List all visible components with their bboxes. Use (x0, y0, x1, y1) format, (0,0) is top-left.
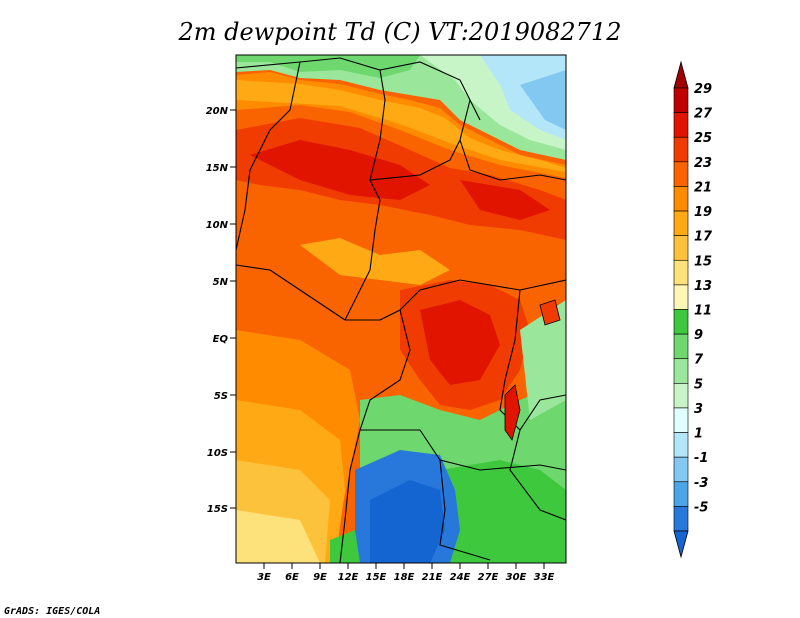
colorbar-label: 3 (694, 402, 703, 417)
colorbar-top-arrow (673, 60, 689, 89)
colorbar-swatch (673, 136, 689, 163)
lat-label: 10N (206, 220, 229, 231)
lon-label: 15E (366, 572, 387, 583)
lat-label: 15N (206, 163, 229, 174)
lat-label: 15S (207, 504, 228, 515)
colorbar-label: 29 (694, 82, 712, 97)
lat-label: 5N (213, 277, 229, 288)
map-title: 2m dewpoint Td (C) VT:2019082712 (178, 18, 622, 46)
lat-label: 5S (214, 391, 228, 402)
colorbar-swatch (673, 383, 689, 409)
dewpoint-field (236, 55, 566, 563)
colorbar-bottom-arrow (673, 530, 689, 559)
lon-label: 27E (478, 572, 499, 583)
latitude-axis (230, 109, 236, 509)
lon-label: 30E (506, 572, 527, 583)
lat-label: 10S (207, 448, 228, 459)
colorbar-swatch (673, 432, 689, 458)
colorbar-label: 7 (694, 353, 704, 368)
colorbar-label: -3 (694, 476, 708, 491)
lon-label: 24E (450, 572, 471, 583)
colorbar-swatch (673, 481, 689, 507)
lon-label: 6E (285, 572, 299, 583)
lon-label: 9E (313, 572, 327, 583)
colorbar-label: 13 (694, 279, 712, 294)
colorbar-swatch (673, 284, 689, 310)
colorbar-swatch (673, 456, 689, 483)
colorbar-swatch (673, 259, 689, 286)
grads-credit: GrADS: IGES/COLA (4, 606, 100, 617)
colorbar-swatch (673, 112, 689, 138)
colorbar-swatch (673, 87, 689, 113)
colorbar-label: 5 (694, 377, 703, 392)
colorbar-label: 23 (694, 156, 712, 171)
colorbar-swatch (673, 186, 689, 212)
colorbar-label: 17 (694, 230, 713, 245)
colorbar-swatch (673, 210, 689, 236)
colorbar-label: 21 (694, 180, 712, 195)
colorbar-swatch (673, 235, 689, 261)
colorbar-label: 11 (694, 304, 712, 319)
colorbar-label: 19 (694, 205, 712, 220)
colorbar-swatch (673, 161, 689, 187)
lat-label: EQ (213, 334, 229, 345)
lon-label: 12E (338, 572, 359, 583)
colorbar-swatch (673, 407, 689, 433)
colorbar-swatch (673, 333, 689, 360)
lon-label: 21E (422, 572, 443, 583)
colorbar-label: -1 (694, 451, 708, 466)
colorbar-label: 9 (694, 328, 703, 343)
map-frame (235, 54, 567, 564)
colorbar-label: 25 (694, 131, 712, 146)
colorbar-label: -5 (694, 500, 708, 515)
colorbar-label: 27 (694, 107, 713, 122)
colorbar-swatch (673, 309, 689, 335)
colorbar-label: 15 (694, 254, 712, 269)
colorbar-swatch (673, 358, 689, 384)
lon-label: 18E (394, 572, 415, 583)
colorbar-label: 1 (694, 427, 703, 442)
lon-label: 3E (257, 572, 271, 583)
lat-label: 20N (206, 106, 229, 117)
longitude-axis (263, 563, 545, 569)
lon-label: 33E (534, 572, 555, 583)
colorbar: 29 27 25 23 21 19 17 15 13 11 9 7 5 3 1 -1 -3 -5 (673, 60, 713, 559)
colorbar-swatch (673, 506, 689, 532)
